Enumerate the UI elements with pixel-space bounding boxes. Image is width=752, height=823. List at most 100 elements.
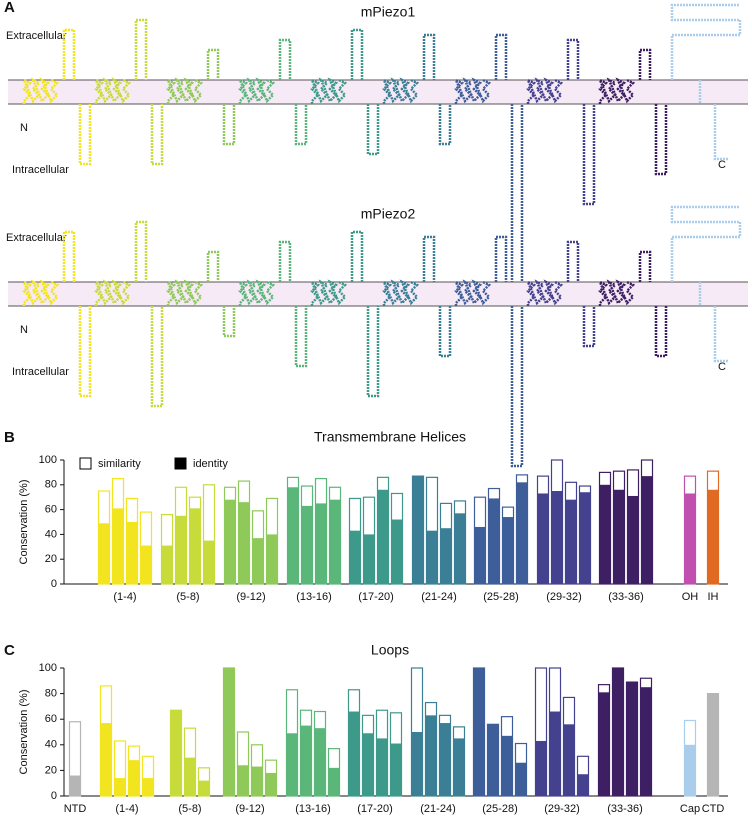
cap-domain [670, 3, 742, 161]
identity-bar [390, 743, 402, 796]
y-axis-label: Conservation (%) [18, 690, 30, 775]
y-tick-label: 20 [45, 764, 57, 776]
identity-bar [707, 693, 719, 796]
x-tick-label: (21-24) [420, 803, 455, 815]
identity-bar [237, 765, 249, 796]
y-tick-label: 0 [51, 578, 57, 590]
identity-bar [112, 508, 124, 584]
y-tick-label: 80 [45, 688, 57, 700]
legend-swatch [174, 457, 187, 470]
x-tick-label: OH [682, 591, 699, 603]
intracellular-label: Intracellular [12, 366, 69, 378]
identity-bar [473, 668, 485, 796]
x-tick-label: (5-8) [176, 591, 199, 603]
cap-domain [670, 205, 742, 363]
x-tick-label: (17-20) [358, 591, 393, 603]
identity-bar [454, 513, 466, 584]
n-terminus: N [20, 122, 28, 134]
identity-bar [516, 482, 528, 584]
x-tick-label: (29-32) [544, 803, 579, 815]
topology-domain [597, 48, 668, 176]
identity-bar [684, 493, 696, 584]
identity-bar [329, 499, 341, 584]
identity-bar [265, 772, 277, 796]
topology-domain [453, 33, 524, 296]
topology-domain [309, 230, 380, 398]
y-tick-label: 100 [39, 662, 57, 674]
identity-bar [69, 775, 81, 796]
identity-bar [640, 687, 652, 796]
x-tick-label: (1-4) [115, 803, 138, 815]
x-tick-label: (25-28) [483, 591, 518, 603]
identity-bar [100, 723, 112, 796]
topology-domain [165, 250, 236, 338]
identity-bar [537, 493, 549, 584]
identity-bar [487, 724, 499, 796]
identity-bar [707, 489, 719, 584]
identity-bar [98, 523, 110, 584]
identity-bar [453, 738, 465, 796]
identity-bar [551, 491, 563, 584]
identity-bar [301, 505, 313, 584]
y-tick-label: 100 [39, 454, 57, 466]
identity-bar [170, 710, 182, 796]
identity-bar [224, 499, 236, 584]
x-tick-label: (17-20) [357, 803, 392, 815]
legend-label: similarity [98, 458, 141, 470]
identity-bar [426, 530, 438, 584]
identity-bar [612, 668, 624, 796]
identity-bar [203, 540, 215, 584]
identity-bar [626, 682, 638, 796]
diagram-title: mPiezo1 [361, 4, 416, 20]
y-axis-label: Conservation (%) [18, 480, 30, 565]
identity-bar [315, 503, 327, 584]
identity-bar [474, 526, 486, 584]
topology-domain [453, 235, 524, 468]
identity-bar [549, 711, 561, 796]
identity-bar [362, 733, 374, 796]
identity-bar [613, 489, 625, 584]
y-tick-label: 40 [45, 739, 57, 751]
x-tick-label: (9-12) [236, 591, 265, 603]
identity-bar [314, 728, 326, 796]
identity-bar [128, 760, 140, 796]
diagram-title: mPiezo2 [361, 206, 416, 222]
y-tick-label: 40 [45, 528, 57, 540]
identity-bar [425, 715, 437, 796]
identity-bar [535, 740, 547, 796]
topology-domain [93, 220, 164, 408]
identity-bar [161, 545, 173, 584]
identity-bar [563, 724, 575, 796]
identity-bar [376, 738, 388, 796]
identity-bar [488, 498, 500, 584]
topology-domain [381, 235, 452, 358]
identity-bar [184, 757, 196, 796]
extracellular-label: Extracellular [6, 232, 67, 244]
panel-letter: C [4, 642, 15, 659]
identity-bar [300, 725, 312, 796]
panel-letter: A [4, 0, 15, 16]
identity-bar [349, 530, 361, 584]
identity-bar [577, 774, 589, 796]
x-tick-label: NTD [64, 803, 87, 815]
x-tick-label: (13-16) [295, 803, 330, 815]
identity-bar [363, 534, 375, 584]
topology-domain [381, 33, 452, 146]
identity-bar [599, 484, 611, 584]
identity-bar [412, 476, 424, 584]
x-tick-label: (13-16) [296, 591, 331, 603]
intracellular-label: Intracellular [12, 164, 69, 176]
topology-domain [21, 230, 92, 398]
n-terminus: N [20, 324, 28, 336]
identity-bar [641, 476, 653, 584]
identity-bar [328, 767, 340, 796]
c-terminus: C [718, 159, 726, 171]
legend-label: identity [193, 458, 228, 470]
identity-bar [238, 502, 250, 584]
chart-title: Transmembrane Helices [314, 429, 466, 445]
identity-bar [515, 762, 527, 796]
identity-bar [175, 515, 187, 584]
identity-bar [565, 499, 577, 584]
identity-bar [501, 735, 513, 796]
legend-swatch [79, 457, 92, 470]
